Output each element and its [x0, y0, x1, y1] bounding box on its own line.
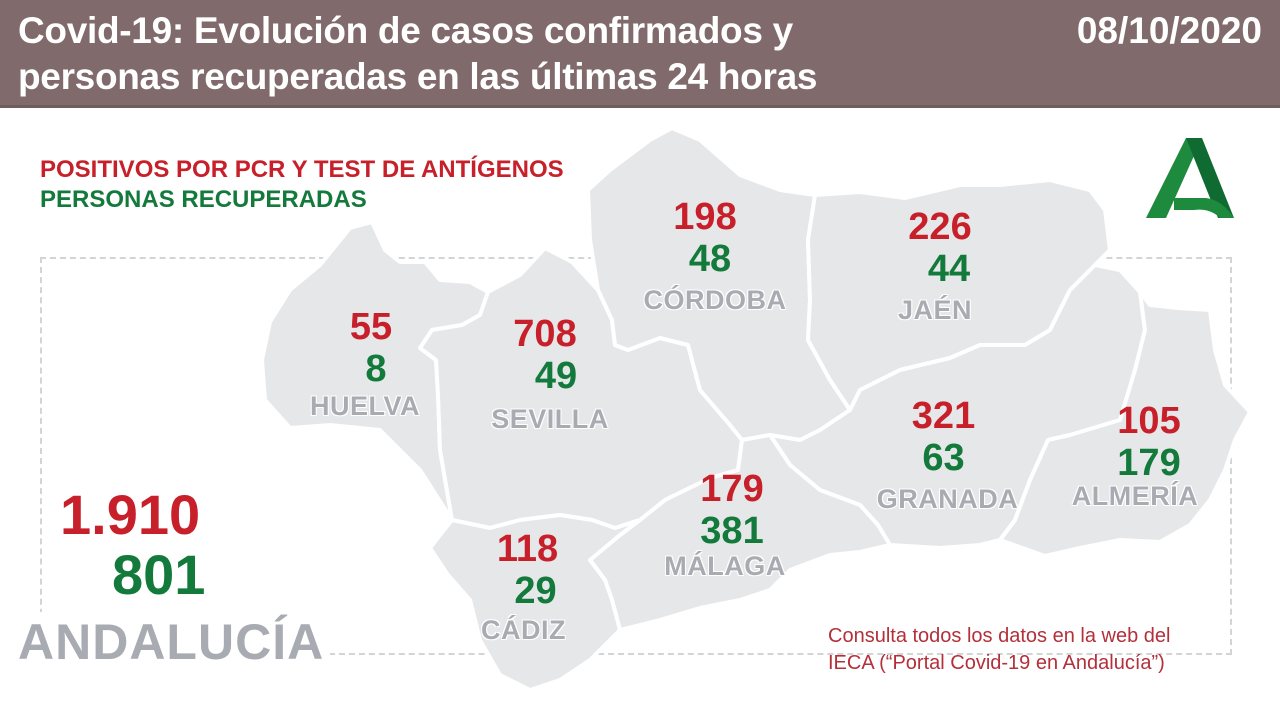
junta-de-andalucia-logo-icon — [1146, 138, 1234, 218]
huelva-name: HUELVA — [310, 391, 420, 421]
province-cordoba: 198 48 CÓRDOBA — [630, 196, 800, 316]
cadiz-positives: 118 — [496, 528, 559, 570]
jaen-recovered: 44 — [927, 248, 971, 290]
province-shape-malaga — [588, 433, 892, 632]
report-date: 08/10/2020 — [1076, 10, 1262, 51]
source-footnote: Consulta todos los datos en la web del I… — [828, 623, 1170, 677]
province-shape-almeria — [998, 290, 1252, 558]
province-malaga: 179 381 MÁLAGA — [655, 468, 795, 582]
cordoba-name: CÓRDOBA — [643, 285, 787, 315]
total-recovered: 801 — [112, 543, 206, 606]
province-huelva: 55 8 HUELVA — [290, 306, 440, 422]
province-sevilla: 708 49 SEVILLA — [470, 313, 630, 435]
cordoba-recovered: 48 — [688, 238, 732, 280]
title-line-2: personas recuperadas en las últimas 24 h… — [18, 56, 818, 97]
jaen-name: JAÉN — [897, 295, 973, 325]
cadiz-name: CÁDIZ — [481, 615, 566, 645]
almeria-name: ALMERÍA — [1071, 481, 1199, 511]
total-positives: 1.910 — [60, 483, 201, 546]
malaga-name: MÁLAGA — [664, 551, 786, 581]
province-almeria: 105 179 ALMERÍA — [1060, 400, 1210, 512]
huelva-positives: 55 — [349, 306, 393, 348]
cadiz-recovered: 29 — [514, 570, 557, 612]
almeria-recovered: 179 — [1117, 442, 1181, 484]
sevilla-recovered: 49 — [534, 355, 578, 397]
granada-positives: 321 — [911, 395, 976, 437]
granada-name: GRANADA — [876, 484, 1019, 514]
header-banner: Covid-19: Evolución de casos confirmados… — [0, 0, 1280, 108]
legend-recovered: PERSONAS RECUPERADAS — [40, 186, 367, 213]
footnote-line-1: Consulta todos los datos en la web del — [828, 625, 1171, 647]
sevilla-name: SEVILLA — [491, 404, 609, 434]
sevilla-positives: 708 — [513, 313, 577, 355]
malaga-positives: 179 — [700, 468, 764, 510]
cordoba-positives: 198 — [673, 196, 737, 238]
page-title: Covid-19: Evolución de casos confirmados… — [18, 8, 817, 100]
title-line-1: Covid-19: Evolución de casos confirmados… — [18, 10, 793, 51]
malaga-recovered: 381 — [700, 510, 764, 552]
footnote-line-2: IECA (“Portal Covid-19 en Andalucía”) — [828, 652, 1165, 674]
almeria-positives: 105 — [1117, 400, 1181, 442]
province-shape-cadiz — [428, 513, 642, 692]
huelva-recovered: 8 — [365, 348, 387, 390]
region-name: ANDALUCÍA — [18, 612, 331, 672]
granada-recovered: 63 — [922, 437, 965, 479]
province-cadiz: 118 29 CÁDIZ — [465, 528, 590, 646]
province-jaen: 226 44 JAÉN — [870, 206, 1010, 326]
legend: POSITIVOS POR PCR Y TEST DE ANTÍGENOS PE… — [40, 155, 564, 215]
province-granada: 321 63 GRANADA — [870, 395, 1025, 515]
legend-positives: POSITIVOS POR PCR Y TEST DE ANTÍGENOS — [40, 156, 564, 183]
jaen-positives: 226 — [908, 206, 972, 248]
